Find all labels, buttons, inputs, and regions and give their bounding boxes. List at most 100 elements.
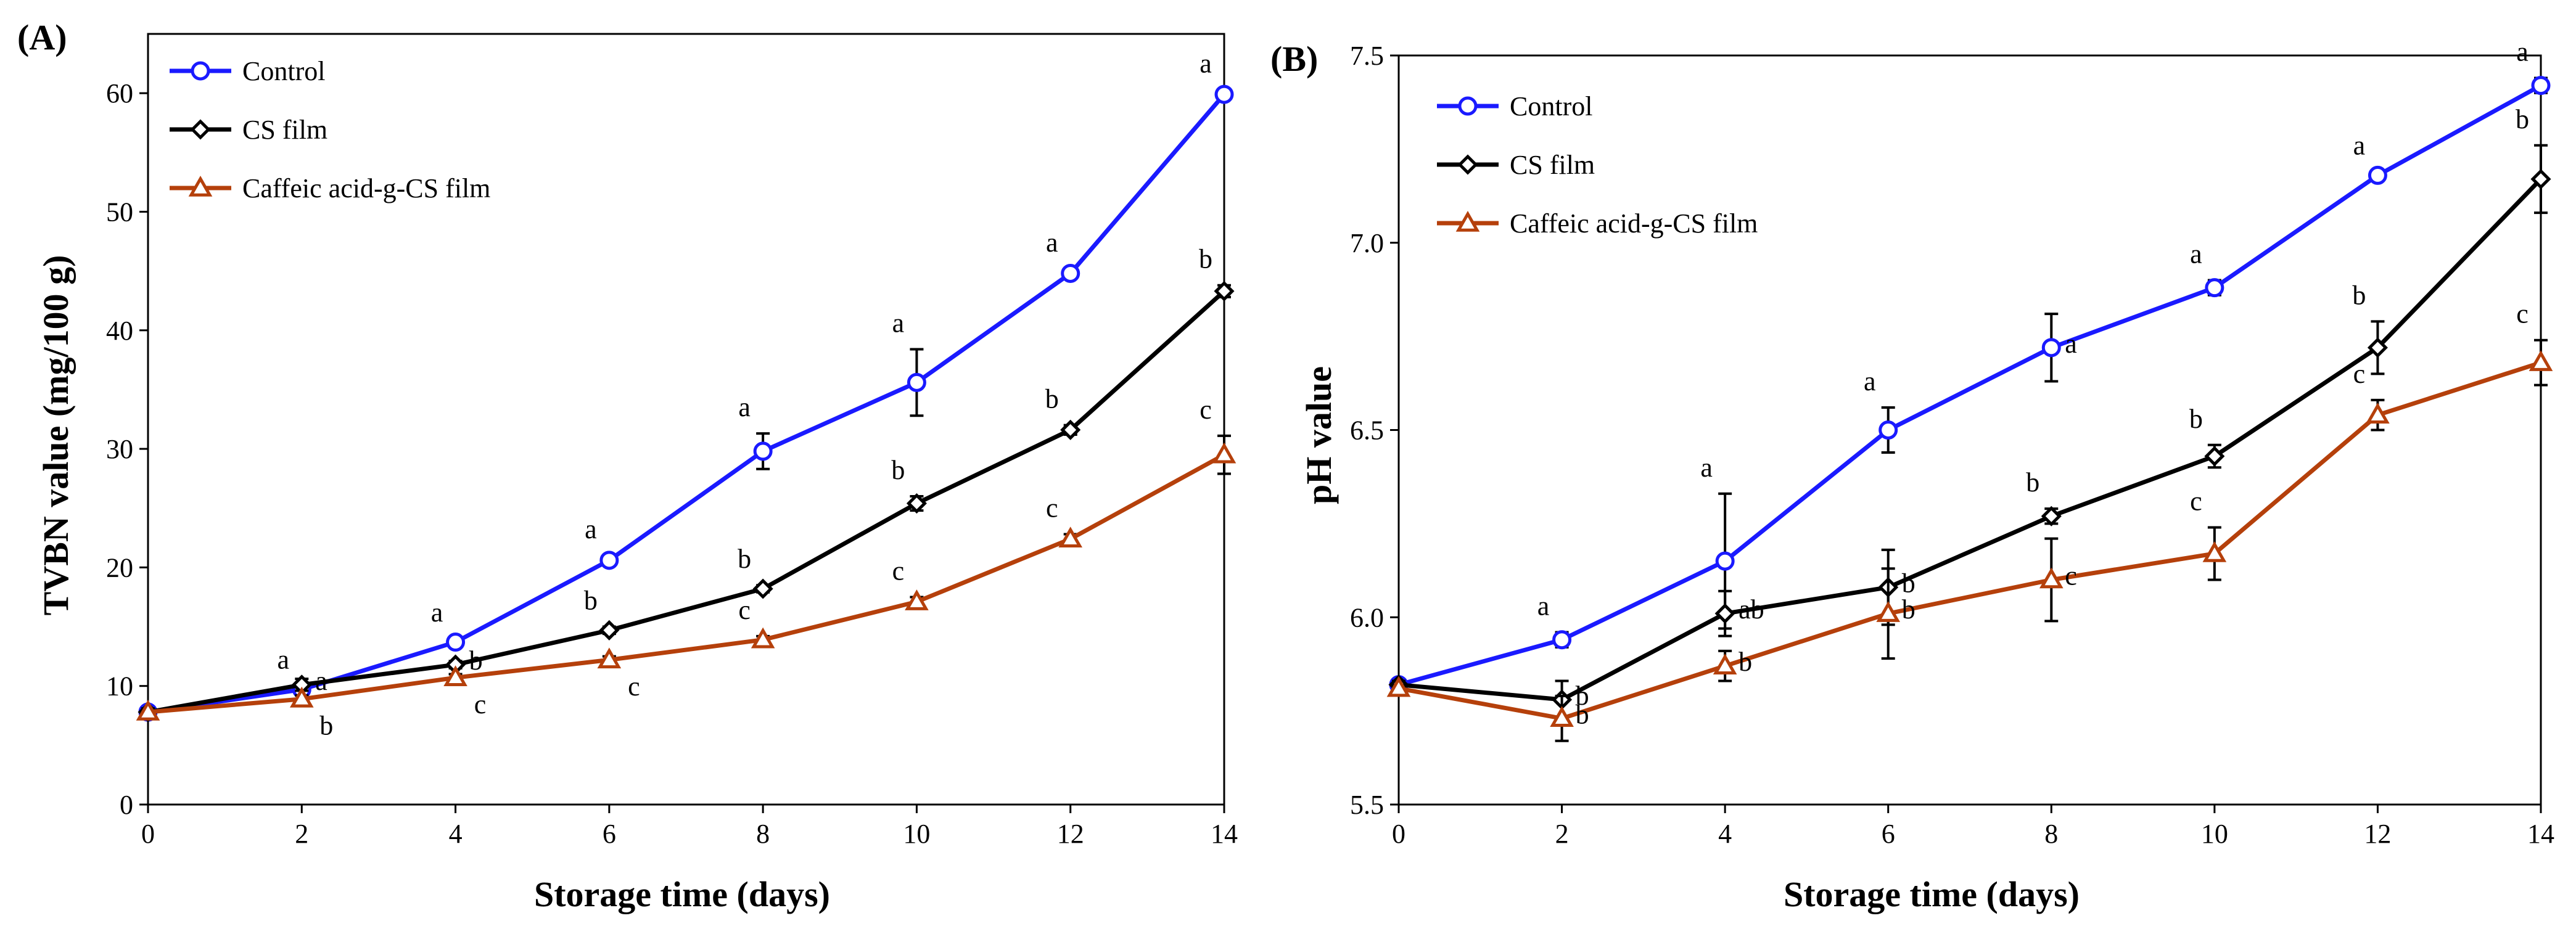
data-point — [1214, 281, 1235, 301]
legend-item-caffeic-acid-g-cs-film: Caffeic acid-g-CS film — [170, 173, 490, 203]
data-point — [1214, 84, 1234, 104]
y-tick-label: 7.5 — [1350, 41, 1384, 71]
data-point — [2039, 567, 2064, 589]
x-tick-label: 4 — [449, 819, 463, 849]
data-point — [2041, 338, 2061, 358]
significance-label: c — [1046, 493, 1058, 523]
x-tick-label: 6 — [1882, 819, 1895, 849]
legend-marker — [190, 119, 211, 140]
x-tick-label: 14 — [2527, 819, 2554, 849]
significance-label: b — [2352, 280, 2366, 310]
significance-label: b — [2026, 467, 2039, 498]
data-point — [2529, 350, 2553, 371]
significance-label: c — [2065, 561, 2077, 591]
x-tick-label: 0 — [1392, 819, 1405, 849]
series-control: a a a a a a a — [138, 48, 1234, 722]
x-axis-title: Storage time (days) — [534, 874, 830, 914]
x-tick-label: 0 — [141, 819, 155, 849]
y-tick-label: 50 — [106, 197, 133, 227]
data-point — [752, 578, 773, 599]
significance-label: b — [1576, 681, 1589, 711]
significance-label: b — [1902, 568, 1916, 599]
data-point — [753, 441, 773, 461]
significance-label: c — [2353, 359, 2366, 389]
legend-item-caffeic-acid-g-cs-film: Caffeic acid-g-CS film — [1437, 208, 1758, 239]
data-point — [1713, 653, 1737, 674]
x-tick-label: 10 — [2201, 819, 2228, 849]
significance-label: a — [2065, 329, 2077, 359]
ph-chart: (B) Storage time (days) pH value Control… — [1270, 36, 2554, 914]
x-axis-title: Storage time (days) — [1784, 874, 2080, 914]
legend-label: Caffeic acid-g-CS film — [1510, 208, 1758, 239]
significance-label: a — [1046, 227, 1058, 258]
series-line-caffeic-acid-g-cs-film — [1398, 360, 2542, 721]
legend: Control CS film Caffeic acid-g-CS film — [1437, 91, 1758, 239]
significance-label: c — [628, 671, 640, 702]
y-tick-label: 30 — [106, 434, 133, 464]
data-point — [2367, 337, 2388, 358]
significance-label: a — [2353, 130, 2366, 160]
data-point — [2041, 506, 2062, 526]
y-tick-label: 5.5 — [1350, 790, 1384, 820]
data-point — [2530, 168, 2551, 190]
series-line-cs-film — [147, 289, 1226, 715]
data-point — [2204, 446, 2225, 467]
data-point — [446, 633, 466, 652]
x-tick-label: 2 — [295, 819, 308, 849]
significance-label: a — [1700, 453, 1713, 483]
plot-area: 5.56.06.57.07.50 2 4 6 8 10 12 14aaaaaaababbbbb… — [1350, 36, 2554, 849]
significance-label: a — [1537, 591, 1550, 621]
legend-marker — [1458, 96, 1478, 116]
significance-label: b — [584, 586, 598, 616]
x-tick-label: 10 — [903, 819, 930, 849]
data-point — [1714, 603, 1735, 624]
significance-label: a — [585, 514, 597, 544]
y-axis-title: TVBN value (mg/100 g) — [36, 255, 76, 616]
significance-label: a — [738, 392, 751, 422]
panel-label-a: (A) — [17, 17, 67, 57]
data-point — [289, 686, 314, 708]
plot-frame — [147, 33, 1225, 806]
significance-label: a — [2190, 239, 2202, 269]
series-line-cs-film — [1398, 178, 2543, 702]
significance-label: a — [1200, 48, 1212, 78]
y-tick-label: 40 — [106, 316, 133, 346]
legend-item-cs-film: CS film — [1437, 150, 1595, 180]
data-point — [1060, 419, 1081, 440]
x-tick-label: 12 — [2364, 819, 2391, 849]
significance-label: b — [1739, 647, 1752, 677]
data-point — [2205, 278, 2224, 298]
legend-marker — [188, 175, 213, 197]
significance-label: b — [469, 645, 483, 676]
y-axis-title: pH value — [1299, 366, 1339, 504]
significance-label: a — [431, 597, 443, 628]
data-point — [1061, 263, 1080, 283]
data-point — [599, 620, 620, 641]
legend-marker — [1457, 154, 1478, 175]
data-point — [597, 647, 622, 669]
data-point — [443, 665, 467, 686]
legend-item-cs-film: CS film — [170, 115, 327, 145]
data-point — [751, 627, 775, 649]
significance-label: a — [892, 308, 905, 338]
data-point — [1715, 551, 1735, 571]
x-tick-label: 8 — [756, 819, 770, 849]
legend-label: CS film — [1510, 150, 1595, 180]
significance-label: b — [319, 711, 333, 741]
significance-label: b — [1045, 384, 1059, 414]
significance-label: c — [474, 689, 487, 719]
legend-label: Control — [242, 56, 325, 86]
significance-label: b — [738, 544, 751, 574]
legend-item-control: Control — [170, 56, 325, 86]
significance-label: b — [1199, 244, 1212, 274]
panel-label-b: (B) — [1270, 39, 1318, 79]
significance-label: a — [315, 666, 327, 696]
data-point — [907, 372, 926, 392]
y-tick-label: 60 — [106, 78, 133, 109]
significance-label: a — [2516, 36, 2529, 67]
